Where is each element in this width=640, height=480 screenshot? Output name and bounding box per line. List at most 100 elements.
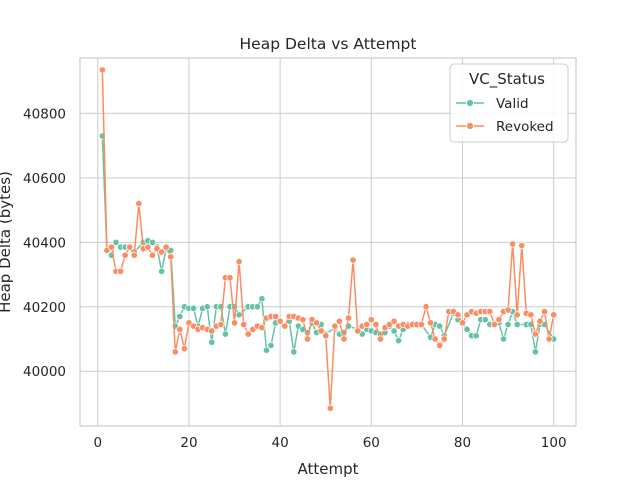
data-point-revoked xyxy=(121,251,129,259)
data-point-valid xyxy=(258,295,266,303)
data-point-valid xyxy=(390,327,398,335)
x-tick-label: 100 xyxy=(541,435,567,451)
data-point-revoked xyxy=(303,335,312,343)
y-tick-label: 40600 xyxy=(23,171,66,187)
data-point-revoked xyxy=(367,316,375,324)
data-point-revoked xyxy=(495,316,503,324)
data-point-revoked xyxy=(344,314,353,322)
x-axis-label: Attempt xyxy=(297,460,358,478)
data-point-valid xyxy=(472,332,480,340)
x-tick-label: 80 xyxy=(454,435,471,451)
data-point-revoked xyxy=(335,317,343,325)
data-point-valid xyxy=(481,316,489,324)
chart-title: Heap Delta vs Attempt xyxy=(240,35,417,53)
data-point-revoked xyxy=(135,200,143,208)
data-point-revoked xyxy=(376,335,384,343)
data-point-revoked xyxy=(372,320,380,329)
legend-marker-revoked xyxy=(466,122,474,130)
data-point-revoked xyxy=(317,327,325,335)
data-point-revoked xyxy=(240,320,248,329)
data-point-revoked xyxy=(550,311,558,319)
data-point-revoked xyxy=(326,404,334,412)
data-point-revoked xyxy=(171,348,179,356)
data-point-revoked xyxy=(486,308,494,316)
y-tick-label: 40200 xyxy=(23,300,66,316)
data-point-revoked xyxy=(531,330,539,338)
data-point-revoked xyxy=(299,316,307,324)
data-point-revoked xyxy=(390,317,398,325)
data-point-valid xyxy=(158,267,166,275)
data-point-revoked xyxy=(117,267,125,275)
data-point-revoked xyxy=(276,317,284,325)
data-point-revoked xyxy=(431,335,439,343)
data-point-revoked xyxy=(454,311,462,319)
y-tick-label: 40000 xyxy=(23,364,66,380)
tick-labels: 0 20 40 60 80 100 40000 40200 40400 40600 40800 xyxy=(23,106,567,451)
x-tick-label: 40 xyxy=(272,435,289,451)
data-point-revoked xyxy=(208,327,216,335)
data-point-revoked xyxy=(440,335,448,343)
data-point-revoked xyxy=(226,274,234,282)
data-point-revoked xyxy=(518,241,526,250)
data-point-valid xyxy=(112,238,120,246)
data-point-valid xyxy=(499,335,508,343)
data-point-valid xyxy=(395,337,403,345)
data-point-revoked xyxy=(244,330,252,338)
data-point-valid xyxy=(262,346,271,354)
data-point-revoked xyxy=(235,258,243,266)
data-point-revoked xyxy=(98,66,106,74)
legend-label-revoked: Revoked xyxy=(496,119,554,135)
data-point-revoked xyxy=(107,243,116,251)
data-point-revoked xyxy=(176,325,184,333)
data-point-revoked xyxy=(490,320,498,329)
data-point-revoked xyxy=(422,303,430,311)
data-point-revoked xyxy=(217,320,225,329)
data-point-revoked xyxy=(167,253,175,261)
data-point-valid xyxy=(235,311,243,319)
data-point-valid xyxy=(267,341,275,349)
data-point-valid xyxy=(189,304,198,312)
legend-marker-valid xyxy=(466,99,474,107)
data-point-revoked xyxy=(158,248,166,256)
data-point-revoked xyxy=(322,332,330,340)
plot-frame xyxy=(79,57,577,427)
y-tick-label: 40800 xyxy=(23,106,66,122)
data-point-revoked xyxy=(427,319,435,327)
data-point-revoked xyxy=(331,322,339,330)
data-point-revoked xyxy=(417,320,426,329)
x-tick-label: 60 xyxy=(363,435,380,451)
data-point-revoked xyxy=(349,256,357,264)
data-point-valid xyxy=(504,320,512,329)
data-point-revoked xyxy=(527,311,535,319)
data-point-valid xyxy=(436,322,444,330)
data-point-valid xyxy=(148,238,157,246)
data-point-revoked xyxy=(536,317,544,325)
legend-title: VC_Status xyxy=(469,70,545,89)
data-point-revoked xyxy=(340,335,348,343)
data-point-revoked xyxy=(504,306,512,314)
data-point-valid xyxy=(253,303,261,311)
data-point-revoked xyxy=(130,251,138,259)
data-point-revoked xyxy=(281,322,289,330)
y-axis-label: Heap Delta (bytes) xyxy=(0,171,14,313)
series-revoked xyxy=(98,66,558,412)
x-tick-label: 20 xyxy=(180,435,197,451)
data-point-revoked xyxy=(258,324,266,332)
legend-box xyxy=(449,63,569,143)
data-point-valid xyxy=(221,330,229,338)
data-point-revoked xyxy=(180,345,188,353)
data-point-valid xyxy=(531,348,539,356)
data-point-valid xyxy=(208,338,216,346)
data-point-revoked xyxy=(148,251,157,259)
data-point-revoked xyxy=(144,243,152,251)
data-point-valid xyxy=(176,312,184,320)
x-tick-label: 0 xyxy=(93,435,102,451)
data-point-revoked xyxy=(354,327,362,335)
data-point-revoked xyxy=(509,240,517,248)
data-point-valid xyxy=(290,348,298,356)
data-point-revoked xyxy=(230,319,239,327)
legend: VC_Status Valid Revoked xyxy=(449,63,569,143)
data-point-valid xyxy=(463,325,471,333)
data-point-revoked xyxy=(272,312,280,320)
